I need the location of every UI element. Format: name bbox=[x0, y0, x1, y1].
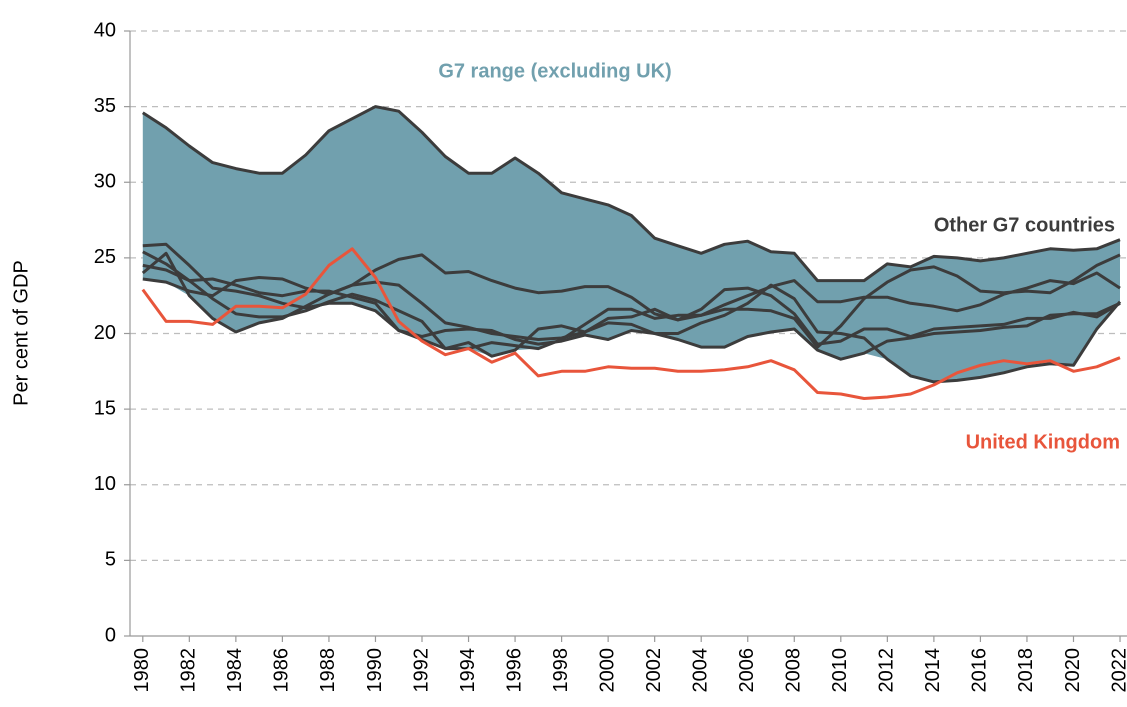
x-tick-label: 1996 bbox=[503, 648, 525, 693]
x-tick-label: 1982 bbox=[178, 648, 200, 693]
x-tick-label: 1994 bbox=[457, 648, 479, 693]
x-tick-label: 2002 bbox=[643, 648, 665, 693]
y-tick-label: 15 bbox=[94, 397, 116, 419]
y-tick-label: 10 bbox=[94, 473, 116, 495]
x-tick-label: 2014 bbox=[922, 648, 944, 693]
series-label: Other G7 countries bbox=[934, 214, 1115, 236]
other-line bbox=[141, 105, 1121, 283]
range-area bbox=[142, 106, 1121, 382]
other-line bbox=[142, 276, 1121, 346]
other-line bbox=[142, 253, 1121, 351]
x-tick-label: 2000 bbox=[596, 648, 618, 693]
y-tick-label: 5 bbox=[105, 549, 116, 571]
x-tick-label: 1984 bbox=[224, 648, 246, 693]
x-tick-label: 2016 bbox=[969, 648, 991, 693]
x-tick-label: 2010 bbox=[829, 648, 851, 693]
x-tick-label: 1992 bbox=[410, 648, 432, 693]
x-tick-label: 2022 bbox=[1108, 648, 1127, 693]
other-line bbox=[142, 250, 1122, 384]
x-tick-label: 1980 bbox=[131, 648, 153, 693]
x-tick-label: 2006 bbox=[736, 648, 758, 693]
y-tick-label: 0 bbox=[105, 624, 116, 646]
y-tick-label: 30 bbox=[94, 171, 116, 193]
x-tick-label: 2018 bbox=[1015, 648, 1037, 693]
uk-line bbox=[141, 247, 1121, 400]
x-tick-label: 1998 bbox=[550, 648, 572, 693]
y-tick-label: 40 bbox=[94, 19, 116, 41]
x-tick-label: 2012 bbox=[876, 648, 898, 693]
x-tick-label: 2004 bbox=[689, 648, 711, 693]
x-tick-label: 1990 bbox=[364, 648, 386, 693]
x-tick-label: 1986 bbox=[271, 648, 293, 693]
y-tick-label: 25 bbox=[94, 246, 116, 268]
range-label: G7 range (excluding UK) bbox=[438, 60, 671, 82]
x-tick-label: 2020 bbox=[1062, 648, 1084, 693]
x-tick-label: 2008 bbox=[783, 648, 805, 693]
y-tick-label: 20 bbox=[94, 322, 116, 344]
other-line bbox=[141, 251, 1121, 334]
y-axis-label: Per cent of GDP bbox=[10, 260, 32, 406]
y-tick-label: 35 bbox=[94, 95, 116, 117]
series-label: United Kingdom bbox=[966, 431, 1120, 453]
x-tick-label: 1988 bbox=[317, 648, 339, 693]
